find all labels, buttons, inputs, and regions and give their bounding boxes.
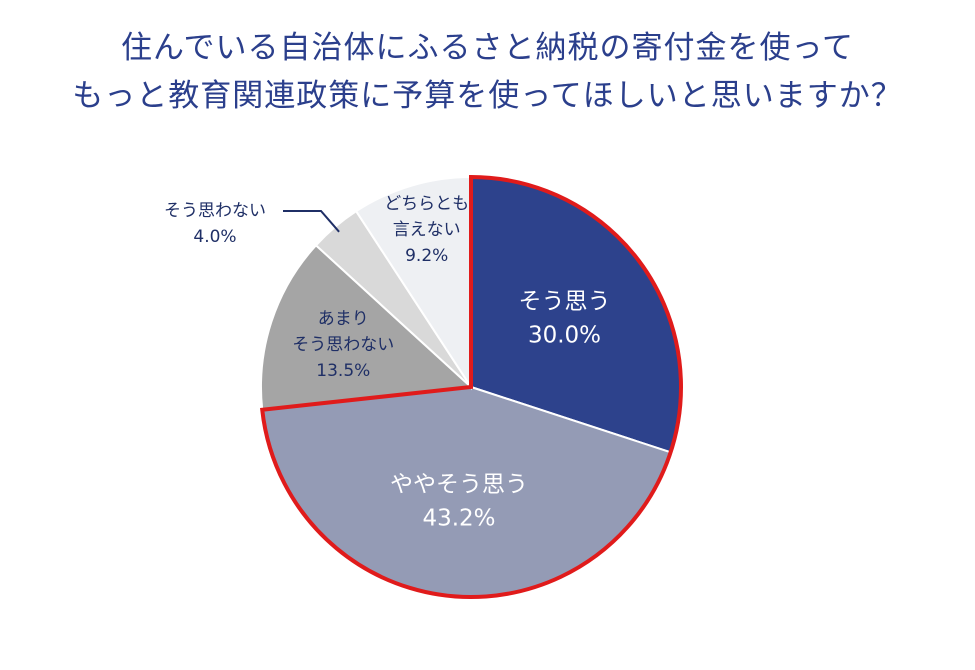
slice-label-4-0: どちらとも [384, 194, 469, 214]
slice-label-0-0: そう思う [519, 289, 611, 315]
slice-label-3-0: そう思わない [164, 201, 266, 221]
slice-label-2-0: あまり [318, 309, 369, 329]
pie-slice-4 [354, 175, 472, 391]
chart-title: 住んでいる自治体にふるさと納税の寄付金を使って もっと教育関連政策に予算を使って… [0, 24, 975, 120]
slice-value-label-1: 43.2% [422, 505, 495, 531]
slice-value-label-0: 30.0% [528, 323, 601, 349]
chart-title-line-2: もっと教育関連政策に予算を使ってほしいと思いますか？ [72, 78, 903, 114]
slice-value-label-2: 13.5% [316, 361, 370, 381]
highlight-outline [260, 174, 683, 599]
slice-label-4-1: 言えない [393, 220, 461, 240]
pie-slice-2 [259, 243, 474, 411]
slice-label-1-0: ややそう思う [390, 471, 528, 497]
chart-title-line-1: 住んでいる自治体にふるさと納税の寄付金を使って [121, 30, 854, 66]
slice-value-label-3: 4.0% [193, 227, 236, 247]
leader-line-3 [283, 210, 340, 233]
slice-label-2-1: そう思わない [292, 335, 394, 355]
slice-value-label-4: 9.2% [405, 246, 448, 266]
